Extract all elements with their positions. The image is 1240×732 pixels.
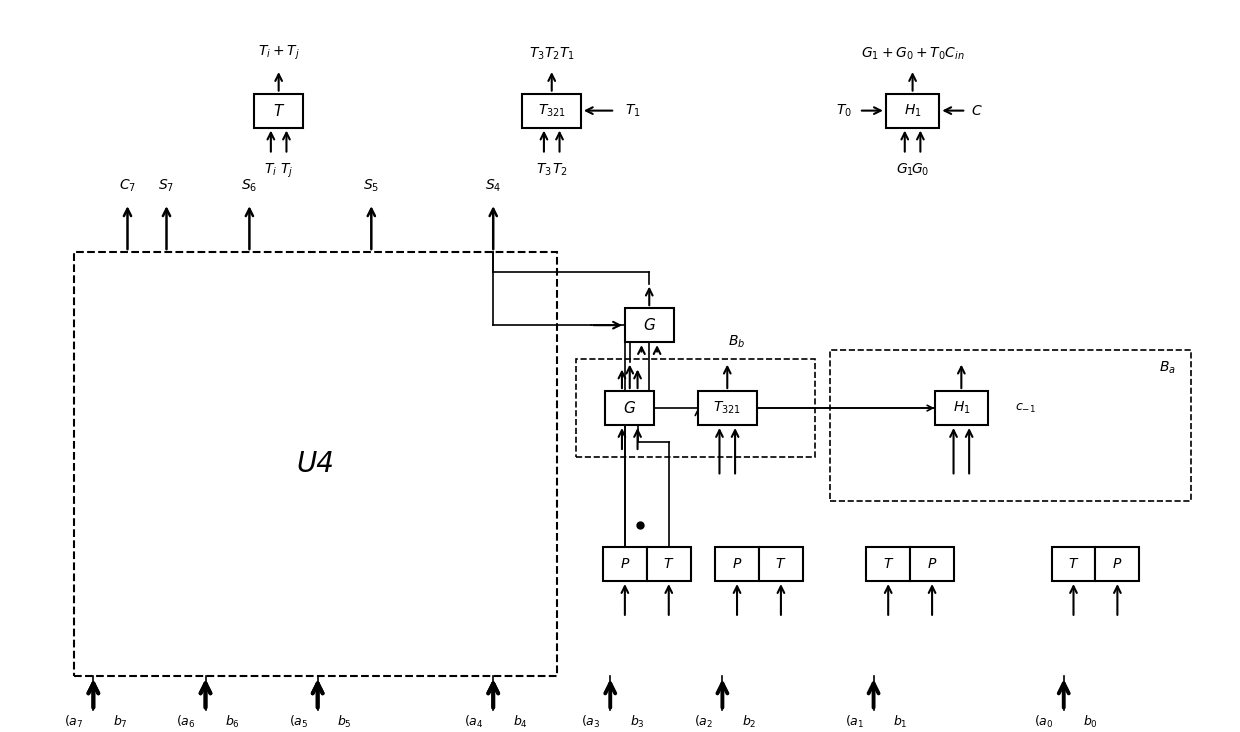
Text: $P$: $P$ bbox=[928, 557, 937, 571]
Text: $(a_0$: $(a_0$ bbox=[1034, 714, 1054, 731]
Text: $(a_7$: $(a_7$ bbox=[64, 714, 83, 731]
Bar bbox=[625, 308, 673, 343]
Bar bbox=[1095, 547, 1140, 581]
Text: $B_a$: $B_a$ bbox=[1159, 359, 1176, 376]
Bar bbox=[698, 391, 756, 425]
Bar bbox=[605, 391, 655, 425]
Text: $T$: $T$ bbox=[663, 557, 675, 571]
Text: $H_1$: $H_1$ bbox=[904, 102, 921, 119]
Bar bbox=[935, 391, 988, 425]
Text: $b_0$: $b_0$ bbox=[1084, 714, 1099, 731]
Bar bbox=[830, 350, 1190, 501]
Text: $S_6$: $S_6$ bbox=[242, 177, 258, 193]
Text: $T_3T_2T_1$: $T_3T_2T_1$ bbox=[528, 45, 574, 62]
Text: $P$: $P$ bbox=[732, 557, 743, 571]
Text: $b_6$: $b_6$ bbox=[224, 714, 241, 731]
Text: $T_2$: $T_2$ bbox=[552, 161, 568, 178]
Text: $(a_2$: $(a_2$ bbox=[693, 714, 713, 731]
Text: $b_5$: $b_5$ bbox=[337, 714, 352, 731]
Text: $T_{321}$: $T_{321}$ bbox=[713, 400, 742, 417]
Text: $b_4$: $b_4$ bbox=[512, 714, 528, 731]
Bar bbox=[647, 547, 691, 581]
Text: $S_5$: $S_5$ bbox=[363, 177, 379, 193]
Text: $T$: $T$ bbox=[883, 557, 894, 571]
Text: $T_i + T_j$: $T_i + T_j$ bbox=[258, 44, 300, 62]
Text: $b_1$: $b_1$ bbox=[893, 714, 908, 731]
Bar bbox=[867, 547, 910, 581]
Text: $T_3$: $T_3$ bbox=[536, 161, 552, 178]
Text: $P$: $P$ bbox=[1112, 557, 1122, 571]
Text: $T$: $T$ bbox=[1068, 557, 1079, 571]
Text: $G_0$: $G_0$ bbox=[911, 161, 930, 178]
Text: $b_7$: $b_7$ bbox=[113, 714, 128, 731]
Text: $T$: $T$ bbox=[775, 557, 786, 571]
Text: $T_j$: $T_j$ bbox=[280, 161, 293, 179]
Text: $C_7$: $C_7$ bbox=[119, 177, 136, 193]
Text: $C$: $C$ bbox=[971, 104, 983, 118]
Text: $(a_3$: $(a_3$ bbox=[582, 714, 600, 731]
Text: $G_1 + G_0 + T_0C_{in}$: $G_1 + G_0 + T_0C_{in}$ bbox=[861, 45, 965, 62]
Text: $c_{-1}$: $c_{-1}$ bbox=[1016, 402, 1035, 414]
Bar bbox=[885, 94, 940, 127]
Bar bbox=[74, 252, 557, 676]
Text: U4: U4 bbox=[296, 450, 334, 478]
Text: $G$: $G$ bbox=[624, 400, 636, 416]
Bar bbox=[715, 547, 759, 581]
Text: $(a_4$: $(a_4$ bbox=[464, 714, 484, 731]
Bar bbox=[577, 359, 815, 457]
Text: $P$: $P$ bbox=[620, 557, 630, 571]
Text: $H_1$: $H_1$ bbox=[952, 400, 970, 417]
Bar bbox=[254, 94, 303, 127]
Text: $T_0$: $T_0$ bbox=[836, 102, 852, 119]
Text: $T_{321}$: $T_{321}$ bbox=[538, 102, 565, 119]
Text: $T_1$: $T_1$ bbox=[625, 102, 641, 119]
Bar bbox=[522, 94, 582, 127]
Bar bbox=[603, 547, 647, 581]
Text: $b_3$: $b_3$ bbox=[630, 714, 645, 731]
Text: $S_4$: $S_4$ bbox=[485, 177, 501, 193]
Text: $T$: $T$ bbox=[273, 102, 285, 119]
Bar bbox=[910, 547, 954, 581]
Bar bbox=[759, 547, 802, 581]
Text: $B_b$: $B_b$ bbox=[728, 333, 745, 350]
Text: $T_i$: $T_i$ bbox=[264, 161, 278, 178]
Text: $S_7$: $S_7$ bbox=[159, 177, 175, 193]
Text: $(a_1$: $(a_1$ bbox=[844, 714, 864, 731]
Text: $b_2$: $b_2$ bbox=[742, 714, 756, 731]
Bar bbox=[1052, 547, 1095, 581]
Text: $G_1$: $G_1$ bbox=[895, 161, 914, 178]
Text: $(a_5$: $(a_5$ bbox=[289, 714, 308, 731]
Text: $(a_6$: $(a_6$ bbox=[176, 714, 196, 731]
Text: $G$: $G$ bbox=[642, 317, 656, 333]
